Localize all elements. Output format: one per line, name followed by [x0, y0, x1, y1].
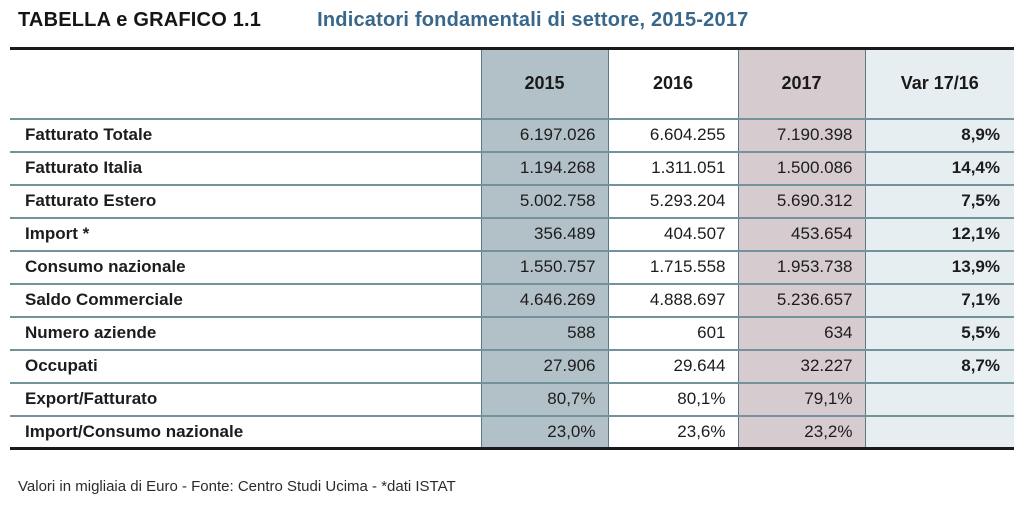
table-header-row: 2015 2016 2017 Var 17/16 [10, 48, 1014, 119]
value-2017: 23,2% [737, 414, 865, 449]
value-var [864, 414, 1014, 449]
table-row: Import/Consumo nazionale 23,0% 23,6% 23,2% [10, 414, 1014, 449]
value-2016: 23,6% [607, 414, 738, 449]
table-caption: TABELLA e GRAFICO 1.1 Indicatori fondame… [18, 9, 1014, 32]
row-label: Import/Consumo nazionale [10, 414, 481, 449]
value-2015: 4.646.269 [480, 282, 608, 317]
value-2017: 1.500.086 [737, 150, 865, 185]
table-number-label: TABELLA e GRAFICO 1.1 [18, 9, 262, 31]
value-2015: 356.489 [480, 216, 608, 251]
column-header-indicator [10, 49, 481, 119]
value-2015: 6.197.026 [480, 117, 608, 152]
table-row: Fatturato Italia 1.194.268 1.311.051 1.500.… [10, 150, 1014, 185]
table-row: Saldo Commerciale 4.646.269 4.888.697 5.236… [10, 282, 1014, 317]
column-header-2017: 2017 [737, 48, 865, 119]
value-var: 12,1% [864, 216, 1014, 251]
value-2015: 1.194.268 [480, 150, 608, 185]
value-2017: 634 [737, 315, 865, 350]
value-2017: 7.190.398 [737, 117, 865, 152]
row-label: Numero aziende [10, 315, 481, 350]
value-2016: 29.644 [607, 348, 738, 383]
value-2015: 80,7% [480, 381, 608, 416]
column-header-2016: 2016 [607, 48, 738, 119]
value-2017: 453.654 [737, 216, 865, 251]
table-row: Fatturato Estero 5.002.758 5.293.204 5.690.… [10, 183, 1014, 218]
table-row: Numero aziende 588 601 634 5,5% [10, 315, 1014, 350]
row-label: Saldo Commerciale [10, 282, 481, 317]
value-var: 5,5% [864, 315, 1014, 350]
table-body: Fatturato Totale 6.197.026 6.604.255 7.190.… [10, 117, 1014, 449]
table-row: Fatturato Totale 6.197.026 6.604.255 7.190.… [10, 117, 1014, 152]
value-var: 13,9% [864, 249, 1014, 284]
source-note: Valori in migliaia di Euro - Fonte: Cent… [18, 478, 456, 495]
column-header-var: Var 17/16 [864, 48, 1014, 119]
row-label: Import * [10, 216, 481, 251]
value-2015: 5.002.758 [480, 183, 608, 218]
value-var: 7,5% [864, 183, 1014, 218]
row-label: Occupati [10, 348, 481, 383]
value-2017: 1.953.738 [737, 249, 865, 284]
row-label: Fatturato Totale [10, 117, 481, 152]
value-2015: 27.906 [480, 348, 608, 383]
table-row: Consumo nazionale 1.550.757 1.715.558 1.953… [10, 249, 1014, 284]
table-row: Export/Fatturato 80,7% 80,1% 79,1% [10, 381, 1014, 416]
value-2016: 5.293.204 [607, 183, 738, 218]
row-label: Fatturato Estero [10, 183, 481, 218]
value-var: 7,1% [864, 282, 1014, 317]
indicators-table: 2015 2016 2017 Var 17/16 Fatturato Total… [10, 47, 1014, 450]
value-2015: 23,0% [480, 414, 608, 449]
table-row: Import * 356.489 404.507 453.654 12,1% [10, 216, 1014, 251]
table-row: Occupati 27.906 29.644 32.227 8,7% [10, 348, 1014, 383]
value-var [864, 381, 1014, 416]
value-2017: 5.236.657 [737, 282, 865, 317]
value-2015: 1.550.757 [480, 249, 608, 284]
value-var: 8,9% [864, 117, 1014, 152]
value-2016: 601 [607, 315, 738, 350]
row-label: Fatturato Italia [10, 150, 481, 185]
row-label: Export/Fatturato [10, 381, 481, 416]
value-2017: 5.690.312 [737, 183, 865, 218]
value-2016: 404.507 [607, 216, 738, 251]
table-subtitle: Indicatori fondamentali di settore, 2015… [317, 9, 749, 31]
row-label: Consumo nazionale [10, 249, 481, 284]
value-var: 8,7% [864, 348, 1014, 383]
value-2015: 588 [480, 315, 608, 350]
value-2017: 32.227 [737, 348, 865, 383]
value-2016: 80,1% [607, 381, 738, 416]
column-header-2015: 2015 [480, 48, 608, 119]
value-2016: 1.311.051 [607, 150, 738, 185]
value-2016: 6.604.255 [607, 117, 738, 152]
value-var: 14,4% [864, 150, 1014, 185]
value-2016: 1.715.558 [607, 249, 738, 284]
value-2016: 4.888.697 [607, 282, 738, 317]
value-2017: 79,1% [737, 381, 865, 416]
